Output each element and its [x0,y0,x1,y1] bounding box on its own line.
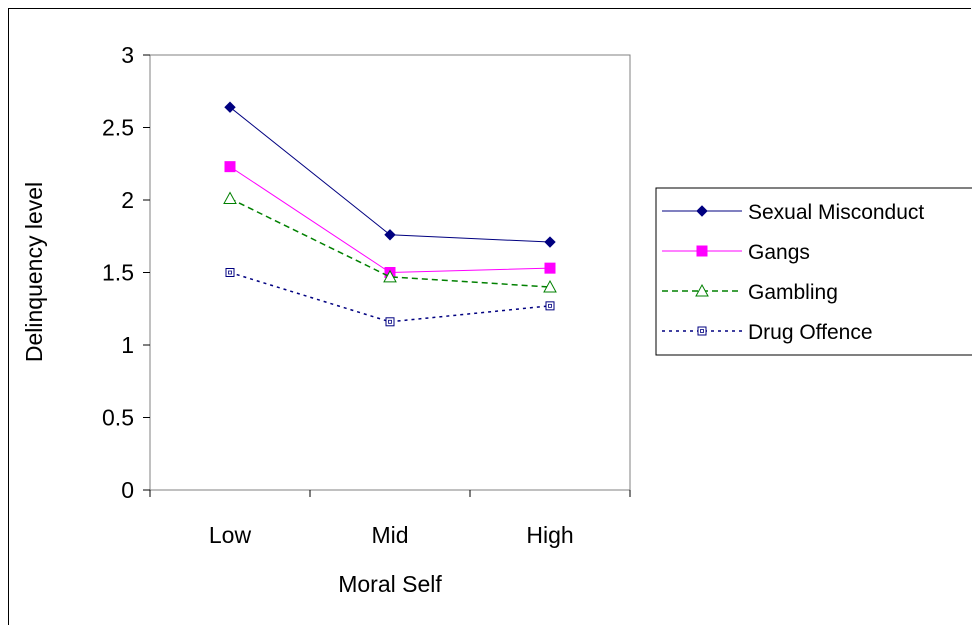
data-point [223,191,237,205]
y-tick-label: 0.5 [102,405,134,431]
legend-marker [697,326,707,336]
y-tick-label: 2.5 [102,115,134,141]
legend-marker [695,283,709,297]
data-point [548,303,552,308]
y-tick-label: 3 [121,42,134,68]
series-4 [225,268,555,327]
data-point [544,262,556,274]
legend-entry: Drug Offence [662,321,873,344]
data-point [224,161,236,173]
y-axis-title: Delinquency level [21,182,47,362]
legend-entry: Sexual Misconduct [662,201,924,224]
legend-box [655,187,972,356]
y-tick-label: 1.5 [102,260,134,286]
x-tick-label: High [526,522,573,548]
data-point [545,301,555,311]
data-point [385,317,395,327]
series-2 [224,161,556,278]
legend-label: Sexual Misconduct [748,201,924,224]
legend-label: Gangs [748,241,810,264]
legend-entry: Gangs [662,241,810,264]
y-tick-label: 2 [121,187,134,213]
legend: Sexual Misconduct Gangs Gambling Drug Offen… [655,187,972,356]
legend-marker [700,329,704,333]
data-point [225,268,235,277]
series-1 [224,101,556,248]
series-line [229,271,551,323]
data-point [384,229,396,241]
y-axis: 0 0.5 1 1.5 2 2.5 3 [102,42,150,503]
series-layer [223,101,557,327]
series-3 [223,191,557,293]
x-tick-label: Mid [371,522,408,548]
x-axis: Low Mid High [149,490,631,548]
data-point [388,319,392,324]
data-point [228,270,232,275]
legend-label: Gambling [748,281,838,304]
legend-entry: Gambling [662,281,838,304]
data-point [383,269,397,283]
data-point [543,279,557,293]
y-tick-label: 0 [121,477,134,503]
x-tick-label: Low [209,522,252,548]
data-point [224,101,236,113]
data-point [544,236,556,248]
legend-marker [696,245,708,257]
legend-marker [696,205,708,217]
legend-label: Drug Offence [748,321,873,344]
series-line [229,166,551,274]
chart-frame [8,8,971,625]
x-axis-title: Moral Self [338,571,442,597]
y-tick-label: 1 [121,332,134,358]
series-line [229,197,551,288]
